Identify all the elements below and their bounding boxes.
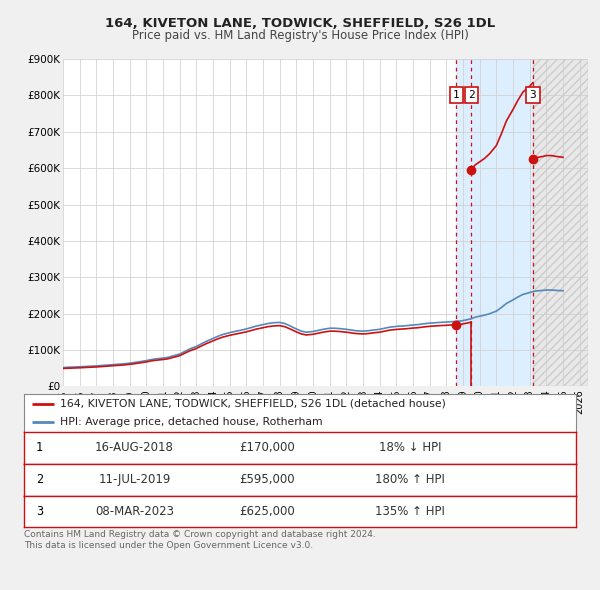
Text: Price paid vs. HM Land Registry's House Price Index (HPI): Price paid vs. HM Land Registry's House …	[131, 30, 469, 42]
Text: £625,000: £625,000	[239, 505, 295, 518]
Text: 2: 2	[468, 90, 475, 100]
Text: 164, KIVETON LANE, TODWICK, SHEFFIELD, S26 1DL (detached house): 164, KIVETON LANE, TODWICK, SHEFFIELD, S…	[60, 398, 446, 408]
Text: 08-MAR-2023: 08-MAR-2023	[95, 505, 174, 518]
Text: 11-JUL-2019: 11-JUL-2019	[98, 473, 170, 486]
Bar	[533, 59, 588, 386]
Text: £170,000: £170,000	[239, 441, 295, 454]
Text: £595,000: £595,000	[239, 473, 295, 486]
Text: 3: 3	[530, 90, 536, 100]
Bar	[533, 59, 588, 386]
Text: Contains HM Land Registry data © Crown copyright and database right 2024.
This d: Contains HM Land Registry data © Crown c…	[24, 530, 376, 550]
Text: 1: 1	[36, 441, 43, 454]
Text: HPI: Average price, detached house, Rotherham: HPI: Average price, detached house, Roth…	[60, 417, 323, 427]
Text: 1: 1	[453, 90, 460, 100]
Text: 3: 3	[36, 505, 43, 518]
Text: 180% ↑ HPI: 180% ↑ HPI	[376, 473, 445, 486]
Text: 164, KIVETON LANE, TODWICK, SHEFFIELD, S26 1DL: 164, KIVETON LANE, TODWICK, SHEFFIELD, S…	[105, 17, 495, 30]
Text: 2: 2	[36, 473, 43, 486]
Text: 16-AUG-2018: 16-AUG-2018	[95, 441, 174, 454]
Bar	[533, 59, 588, 386]
Text: 135% ↑ HPI: 135% ↑ HPI	[376, 505, 445, 518]
Text: 18% ↓ HPI: 18% ↓ HPI	[379, 441, 442, 454]
Bar	[457, 59, 533, 386]
